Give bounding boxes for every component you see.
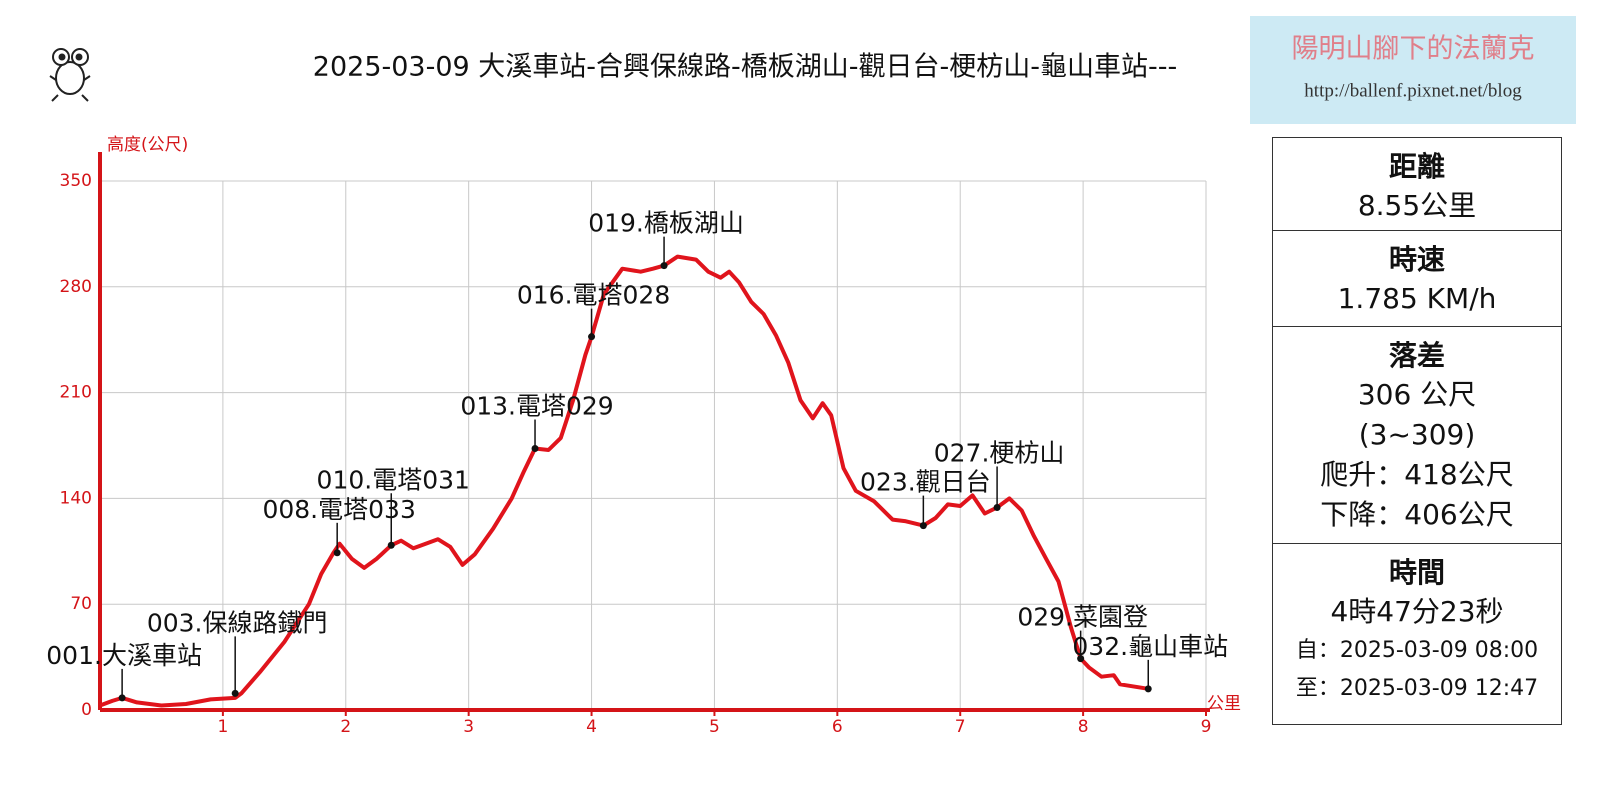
annotation-point [1077,655,1085,663]
annotation-point [231,689,239,697]
y-axis-label: 高度(公尺) [107,135,188,155]
x-tick-label: 3 [463,717,474,737]
stat-section: 落差 306 公尺 (3~309) 爬升：418公尺 下降：406公尺 [1272,326,1562,544]
stat-section: 時間 4時47分23秒自：2025-03-09 08:00 至：2025-03-09… [1272,543,1562,725]
stat-label: 距離 [1388,150,1445,183]
x-tick-label: 4 [586,717,597,737]
annotation-point [531,445,539,453]
x-tick-label: 7 [955,717,966,737]
annotation-label: 001.大溪車站 [46,641,202,670]
watermark-url: http://ballenf.pixnet.net/blog [1304,80,1522,101]
annotation-point [660,262,668,270]
x-tick-label: 8 [1078,717,1089,737]
stat-value: 下降：406公尺 [1320,498,1514,531]
annotation-point [1144,685,1152,693]
x-tick-label: 9 [1201,717,1212,737]
stat-value: 爬升：418公尺 [1320,458,1514,491]
annotation-label: 027.梗枋山 [934,438,1065,467]
annotation-label: 010.電塔031 [317,465,470,494]
y-tick-label: 140 [60,488,92,508]
annotation-label: 003.保線路鐵門 [147,608,328,637]
annotation-point [387,541,395,549]
stat-value: 1.785 KM/h [1337,282,1497,315]
y-tick-label: 350 [60,171,92,191]
stat-time: 自：2025-03-09 08:00 [1295,638,1539,663]
annotation-label: 032.龜山車站 [1072,632,1228,661]
watermark-name: 陽明山腳下的法蘭克 [1292,34,1535,65]
annotation-label: 008.電塔033 [262,495,415,524]
y-tick-label: 210 [60,383,92,403]
annotation-point [993,503,1001,511]
x-tick-label: 5 [709,717,720,737]
annotation-label: 029.菜園登 [1017,603,1148,632]
annotation-label: 023.觀日台 [860,468,991,497]
annotation-label: 016.電塔028 [517,281,670,310]
stat-value: 306 公尺 [1357,378,1477,411]
annotation-label: 019.橋板湖山 [588,209,744,238]
annotation-point [588,333,596,341]
stat-value: 4時47分23秒 [1330,595,1504,628]
annotation-point [118,694,126,702]
stat-section: 時速 1.785 KM/h [1272,230,1562,327]
x-tick-label: 1 [217,717,228,737]
x-tick-label: 2 [340,717,351,737]
x-tick-label: 6 [832,717,843,737]
stat-value: 8.55公里 [1357,189,1477,222]
stat-value: (3~309) [1358,418,1476,451]
annotation-point [333,549,341,557]
stat-label: 時間 [1388,556,1445,589]
watermark-box [1250,16,1576,124]
annotation-label: 013.電塔029 [460,392,613,421]
stat-section: 距離 8.55公里 [1272,137,1562,231]
x-axis-label: 公里 [1207,694,1241,714]
y-tick-label: 70 [70,594,92,614]
stat-label: 時速 [1388,243,1445,276]
chart-title: 2025-03-09 大溪車站-合興保線路-橋板湖山-觀日台-梗枋山-龜山車站-… [313,52,1177,83]
stat-time: 至：2025-03-09 12:47 [1295,676,1539,701]
stat-label: 落差 [1388,339,1445,372]
y-tick-label: 280 [60,277,92,297]
y-tick-label: 0 [81,700,92,720]
frog-logo [49,48,91,102]
annotation-point [919,522,927,530]
elevation-line [99,254,1149,708]
